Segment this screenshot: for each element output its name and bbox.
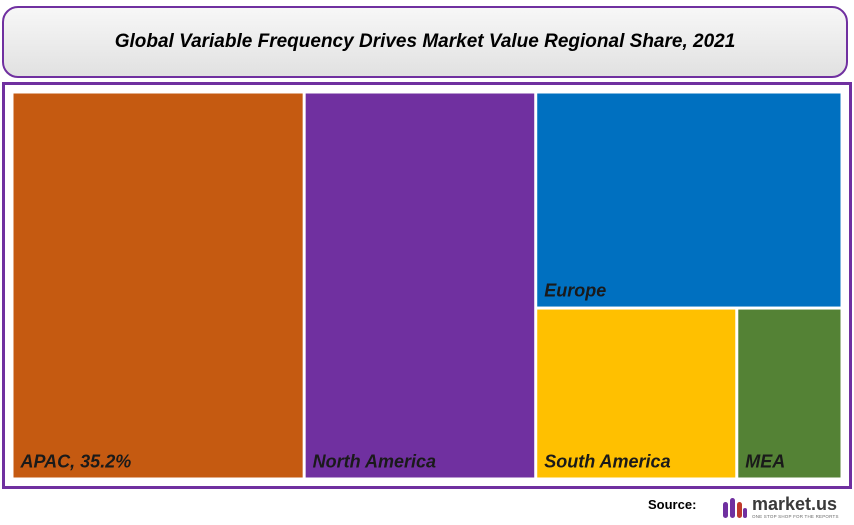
treemap-tile-north-america: [305, 93, 535, 478]
brand-name: market.us: [752, 494, 838, 514]
treemap-label-south-america: South America: [544, 452, 670, 472]
treemap-tile-apac: [13, 93, 303, 478]
chart-title: Global Variable Frequency Drives Market …: [114, 31, 736, 52]
treemap-tile-south-america: [537, 309, 736, 478]
chart-title-box: Global Variable Frequency Drives Market …: [2, 6, 848, 78]
treemap-label-europe: Europe: [544, 281, 606, 301]
market-us-logo-icon: [723, 498, 747, 518]
treemap-tile-europe: [537, 93, 841, 307]
treemap-label-apac: APAC, 35.2%: [20, 452, 132, 472]
brand-logo: market.us ONE STOP SHOP FOR THE REPORTS: [722, 494, 852, 522]
brand-tagline: ONE STOP SHOP FOR THE REPORTS: [752, 514, 839, 519]
source-label: Source:: [648, 497, 697, 512]
treemap-label-north-america: North America: [313, 452, 436, 472]
treemap-tile-mea: [738, 309, 841, 478]
chart-frame: APAC, 35.2% North America Europe South Amer…: [2, 82, 852, 489]
treemap-chart: APAC, 35.2% North America Europe South Amer…: [13, 93, 841, 478]
treemap-label-mea: MEA: [745, 452, 785, 472]
